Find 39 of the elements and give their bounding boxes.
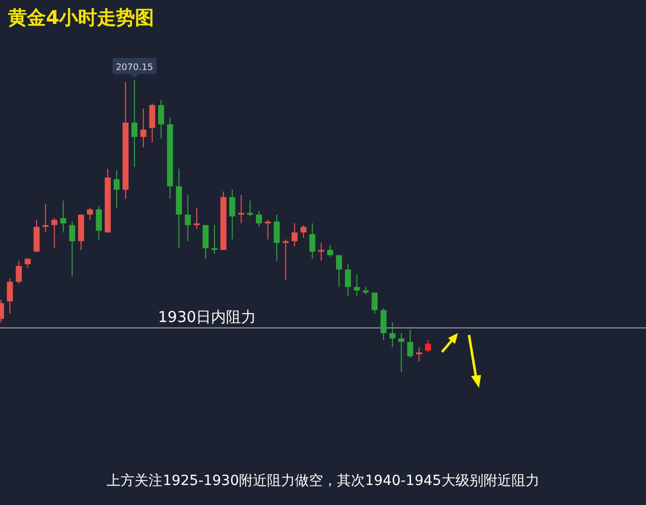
candlestick: [140, 108, 146, 148]
candlestick: [16, 260, 22, 284]
annotation: 2070.15: [116, 63, 154, 73]
candlestick: [149, 102, 156, 143]
text: 上方关注1925-1930附近阻力做空，其次1940-1945大级别附近阻力: [106, 473, 540, 489]
candlestick: [184, 194, 191, 242]
candlestick: [114, 170, 120, 208]
candlestick: [212, 224, 218, 254]
ref-line-label: 1930日内阻力: [158, 308, 256, 326]
candlestick: [274, 214, 280, 262]
candlestick: [425, 340, 431, 353]
candlestick: [202, 224, 209, 260]
candlestick: [327, 244, 334, 258]
candlestick: [292, 222, 298, 247]
candlestick: [6, 278, 13, 314]
candlestick: [354, 274, 360, 297]
chart-title: 黄金4小时走势图: [7, 7, 154, 29]
candlestick: [264, 219, 271, 240]
candlestick: [372, 292, 378, 314]
candlestick: [158, 99, 164, 140]
candlestick: [309, 222, 316, 260]
candlestick: [24, 258, 31, 268]
candlestick: [398, 332, 404, 372]
candlestick: [69, 221, 76, 278]
candlestick: [336, 254, 342, 288]
candlestick: [389, 322, 396, 348]
candlestick: [131, 80, 138, 168]
candlestick: [60, 200, 66, 233]
candlestick: [407, 329, 414, 358]
candlestick: [42, 204, 48, 233]
candlestick: [96, 205, 102, 240]
candlestick: [51, 218, 58, 249]
candlestick: [86, 207, 93, 220]
candlestick: [380, 308, 387, 341]
candlestick: [229, 189, 236, 240]
candlestick: [300, 224, 306, 238]
candlestick: [344, 264, 351, 297]
candlestick: [282, 238, 289, 281]
candlestick: [256, 210, 262, 228]
